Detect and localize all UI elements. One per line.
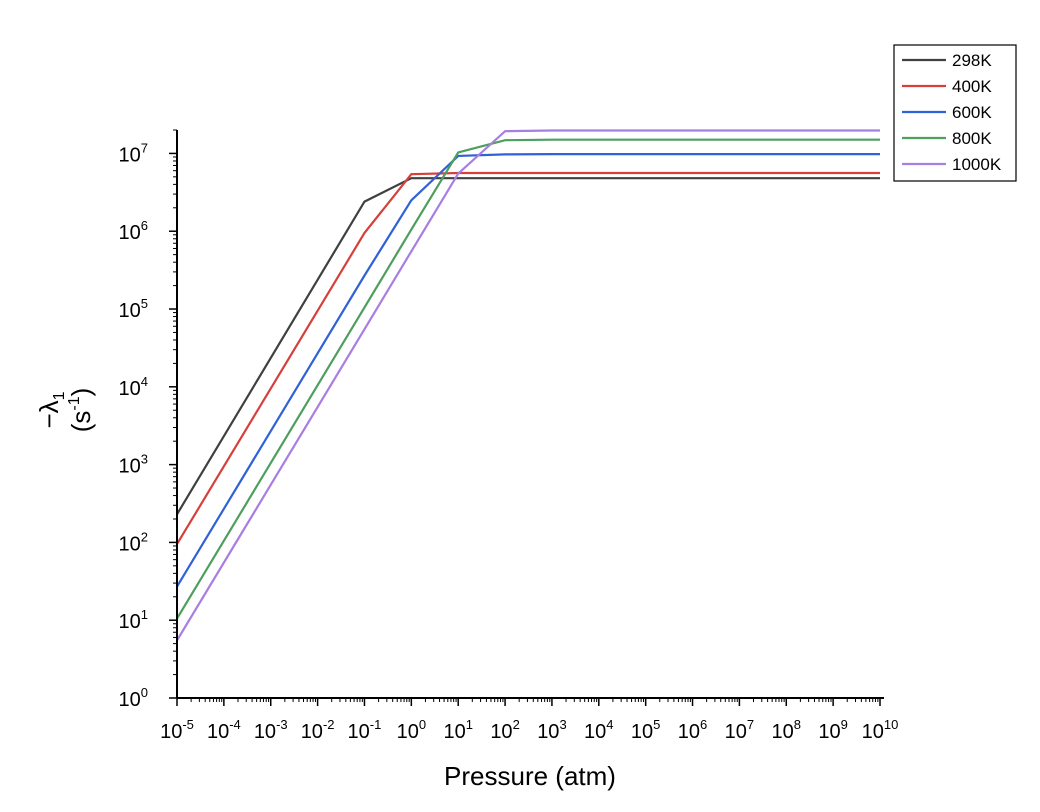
x-tick-label: 103 [537,717,566,743]
x-tick-label: 101 [443,717,472,743]
y-axis-title-symbol: −λ [34,400,64,428]
x-axis-ticks: 10-5 10-4 10-3 10-2 10-1 100 101 102 103 104 105 10… [160,698,898,743]
x-tick-label: 102 [490,717,519,743]
legend-label-400K: 400K [952,77,992,96]
y-axis-title-subscript: 1 [51,391,68,400]
x-tick-label: 10-3 [254,717,288,743]
x-tick-label: 105 [631,717,660,743]
legend: 298K 400K 600K 800K 1000K [893,44,1017,182]
series-line-400K [176,171,880,545]
x-tick-label: 104 [584,717,613,743]
y-axis-title: −λ1 (s-1) [34,388,96,433]
series-lines [176,129,880,641]
y-tick-label: 103 [119,452,148,478]
y-tick-label: 104 [119,374,148,400]
series-line-298K [176,177,880,515]
x-tick-label: 107 [725,717,754,743]
x-tick-label: 10-4 [207,717,241,743]
x-tick-label: 10-2 [301,717,335,743]
x-tick-label: 100 [397,717,426,743]
x-axis-title: Pressure (atm) [444,761,616,791]
x-tick-label: 108 [772,717,801,743]
series-line-1000K [176,129,880,641]
svg-text:(s-1): (s-1) [66,388,96,433]
y-axis-title-unit: (s [66,411,96,433]
legend-label-1000K: 1000K [952,155,1002,174]
y-axis-title-unit-end: ) [66,388,96,397]
x-tick-label: 106 [678,717,707,743]
y-tick-label: 105 [119,296,148,322]
x-tick-label: 10-1 [348,717,382,743]
y-tick-label: 107 [119,140,148,166]
svg-text:−λ1: −λ1 [34,391,68,428]
series-line-600K [176,153,880,588]
x-tick-label: 10-5 [160,717,194,743]
y-tick-label: 100 [119,685,148,711]
x-tick-label: 109 [818,717,847,743]
y-tick-label: 106 [119,218,148,244]
y-tick-label: 102 [119,529,148,555]
series-line-800K [176,138,880,620]
legend-label-600K: 600K [952,103,992,122]
x-tick-label: 1010 [862,717,899,743]
y-tick-label: 101 [119,607,148,633]
legend-label-800K: 800K [952,129,992,148]
y-axis-title-superscript: -1 [66,396,83,410]
y-axis-ticks: 100 101 102 103 104 105 106 107 [119,129,177,711]
legend-label-298K: 298K [952,51,992,70]
axes [176,130,884,699]
